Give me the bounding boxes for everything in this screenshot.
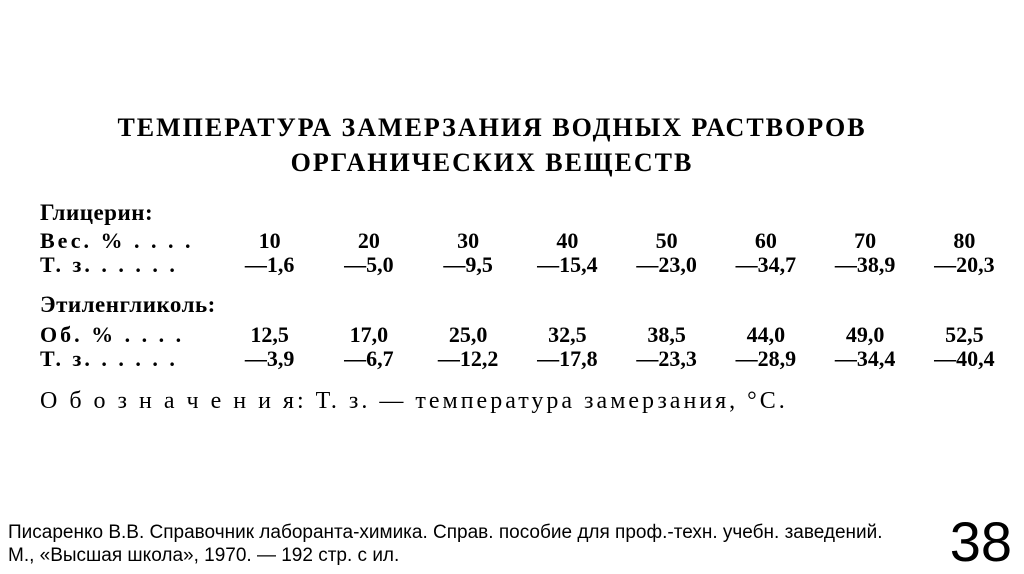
cell: —40,4	[915, 346, 1014, 372]
glycerin-row-temp: Т. з. . . . . . —1,6 —5,0 —9,5 —15,4 —23…	[40, 252, 1014, 278]
cell: —28,9	[716, 346, 815, 372]
ethylene-row-temp: Т. з. . . . . . —3,9 —6,7 —12,2 —17,8 —2…	[40, 346, 1014, 372]
ethylene-heading: Этиленгликоль:	[40, 292, 216, 318]
cell: —23,3	[617, 346, 716, 372]
cell: 52,5	[915, 322, 1014, 348]
cell: —23,0	[617, 252, 716, 278]
cell: —34,7	[716, 252, 815, 278]
document-page: ТЕМПЕРАТУРА ЗАМЕРЗАНИЯ ВОДНЫХ РАСТВОРОВ …	[0, 0, 1024, 574]
ethylene-row-volume: Об. % . . . . 12,5 17,0 25,0 32,5 38,5 4…	[40, 322, 1014, 348]
cell: —3,9	[220, 346, 319, 372]
cell: 30	[419, 228, 518, 254]
main-title: ТЕМПЕРАТУРА ЗАМЕРЗАНИЯ ВОДНЫХ РАСТВОРОВ …	[0, 110, 984, 180]
title-line-1: ТЕМПЕРАТУРА ЗАМЕРЗАНИЯ ВОДНЫХ РАСТВОРОВ	[0, 110, 984, 145]
glycerin-heading: Глицерин:	[40, 200, 153, 226]
cell: —1,6	[220, 252, 319, 278]
title-line-2: ОРГАНИЧЕСКИХ ВЕЩЕСТВ	[0, 145, 984, 180]
row-values: —1,6 —5,0 —9,5 —15,4 —23,0 —34,7 —38,9 —…	[220, 252, 1014, 278]
cell: —20,3	[915, 252, 1014, 278]
row-values: 10 20 30 40 50 60 70 80	[220, 228, 1014, 254]
cell: 49,0	[816, 322, 915, 348]
row-label: Т. з. . . . . .	[40, 346, 220, 372]
cell: —5,0	[319, 252, 418, 278]
cell: 10	[220, 228, 319, 254]
citation-line-2: М., «Высшая школа», 1970. — 192 стр. с и…	[8, 544, 904, 568]
row-label: Вес. % . . . .	[40, 228, 220, 254]
cell: 17,0	[319, 322, 418, 348]
cell: 25,0	[419, 322, 518, 348]
cell: 60	[716, 228, 815, 254]
glycerin-row-weight: Вес. % . . . . 10 20 30 40 50 60 70 80	[40, 228, 1014, 254]
cell: 50	[617, 228, 716, 254]
citation-block: Писаренко В.В. Справочник лаборанта-хими…	[8, 521, 904, 569]
cell: 20	[319, 228, 418, 254]
cell: —15,4	[518, 252, 617, 278]
cell: —12,2	[419, 346, 518, 372]
cell: 12,5	[220, 322, 319, 348]
row-label: Т. з. . . . . .	[40, 252, 220, 278]
row-values: —3,9 —6,7 —12,2 —17,8 —23,3 —28,9 —34,4 …	[220, 346, 1014, 372]
page-number: 38	[950, 509, 1012, 574]
cell: —34,4	[816, 346, 915, 372]
cell: —9,5	[419, 252, 518, 278]
cell: —6,7	[319, 346, 418, 372]
row-label: Об. % . . . .	[40, 322, 220, 348]
cell: —17,8	[518, 346, 617, 372]
cell: 38,5	[617, 322, 716, 348]
citation-line-1: Писаренко В.В. Справочник лаборанта-хими…	[8, 521, 904, 545]
cell: —38,9	[816, 252, 915, 278]
legend-line: О б о з н а ч е н и я: Т. з. — температу…	[40, 388, 788, 415]
cell: 32,5	[518, 322, 617, 348]
row-values: 12,5 17,0 25,0 32,5 38,5 44,0 49,0 52,5	[220, 322, 1014, 348]
cell: 40	[518, 228, 617, 254]
cell: 70	[816, 228, 915, 254]
cell: 80	[915, 228, 1014, 254]
cell: 44,0	[716, 322, 815, 348]
